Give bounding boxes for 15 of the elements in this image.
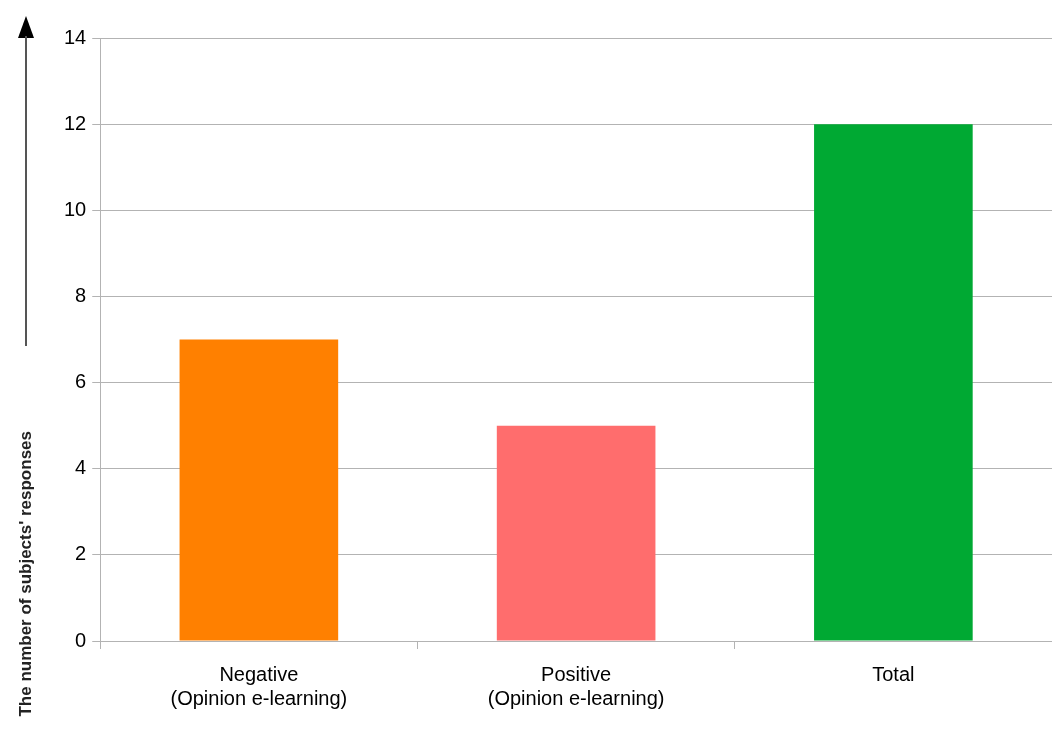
y-tick-label: 4 <box>75 456 87 479</box>
y-tick-label: 12 <box>64 111 87 134</box>
x-tick-label: Negative (Opinion e-learning) <box>170 662 348 709</box>
x-tick-label: Positive (Opinion e-learning) <box>487 662 665 709</box>
x-tick-label: Total <box>872 662 915 685</box>
y-axis-title: The number of subjects' responses <box>16 431 36 717</box>
y-tick-label: 8 <box>75 283 87 306</box>
bar <box>496 425 656 641</box>
y-tick-label: 6 <box>75 370 87 393</box>
bar <box>814 124 973 641</box>
y-tick-label: 0 <box>75 628 87 651</box>
y-tick-label: 10 <box>64 197 87 220</box>
y-tick-label: 2 <box>75 542 87 565</box>
y-tick-label: 14 <box>64 25 87 48</box>
bar <box>179 339 339 641</box>
